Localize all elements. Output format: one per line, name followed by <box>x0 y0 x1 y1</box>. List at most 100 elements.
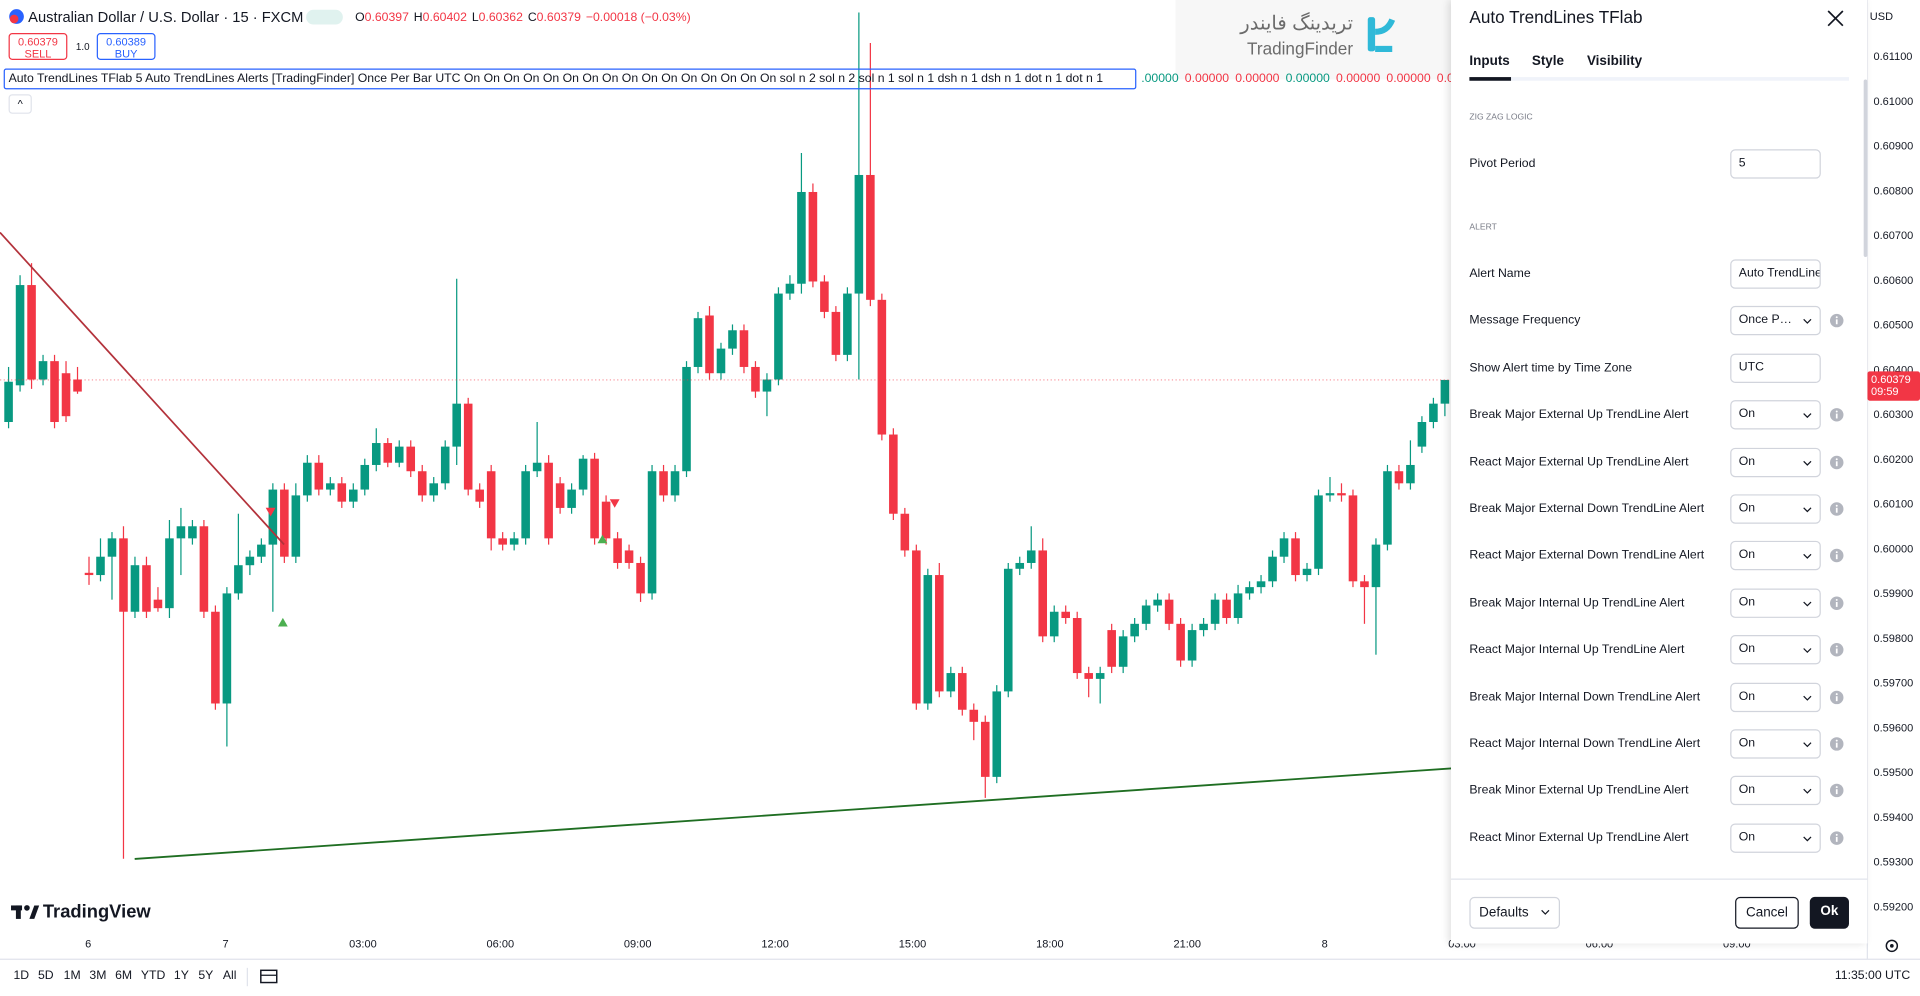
candle-body <box>946 673 956 692</box>
candle-body <box>1325 493 1335 496</box>
candle-body <box>555 483 565 508</box>
candle-body <box>1291 538 1300 576</box>
info-icon[interactable] <box>1829 314 1844 329</box>
candle-body <box>889 434 898 514</box>
candle-body <box>417 471 427 496</box>
candle-body <box>1210 599 1220 624</box>
watermark-band <box>1175 0 1452 80</box>
candle-body <box>1222 599 1231 619</box>
ohlc-value: 0.60402 <box>422 11 467 25</box>
candle-body <box>303 462 312 496</box>
candle-body <box>831 311 841 355</box>
dropdown[interactable]: On <box>1730 400 1821 430</box>
ok-button[interactable]: Ok <box>1809 896 1849 929</box>
input-value: On <box>1738 548 1756 563</box>
ohlc-key: C <box>527 11 537 25</box>
info-icon[interactable] <box>1829 643 1844 658</box>
candle-body <box>61 373 71 417</box>
info-icon[interactable] <box>1829 502 1844 517</box>
input-label: Break Major Internal Up TrendLine Alert <box>1469 596 1685 610</box>
x-tick-label: 8 <box>1322 939 1328 951</box>
input-value: On <box>1738 454 1756 469</box>
range-button[interactable]: 6M <box>115 969 133 983</box>
candle-body <box>1176 623 1185 661</box>
indicator-legend[interactable]: Auto TrendLines TFlab 5 Auto TrendLines … <box>3 68 1137 90</box>
collapse-button[interactable]: ^ <box>8 94 32 114</box>
tab[interactable]: Visibility <box>1586 53 1643 69</box>
y-tick-label: 0.61100 <box>1873 51 1912 63</box>
tab[interactable]: Inputs <box>1469 53 1510 69</box>
input-label: Pivot Period <box>1469 157 1536 171</box>
range-button[interactable]: YTD <box>140 969 166 983</box>
y-tick-label: 0.59800 <box>1873 633 1913 645</box>
chevron <box>1803 742 1812 748</box>
info-icon[interactable] <box>1829 455 1844 470</box>
info-icon[interactable] <box>1829 690 1844 705</box>
candle-body <box>900 513 910 551</box>
price-label: 0.60379 <box>1871 374 1911 386</box>
trend-line-up <box>134 767 1452 860</box>
sell-button[interactable]: 0.60379 SELL <box>8 33 68 60</box>
ohlc: O0.60397 H0.60402 L0.60362 C0.60379 −0.00018… <box>355 11 691 24</box>
info-icon[interactable] <box>1829 408 1844 423</box>
range-button[interactable]: 5D <box>37 969 54 983</box>
candle-body <box>1038 550 1048 637</box>
input-value: On <box>1738 407 1756 422</box>
candle-body <box>785 283 795 294</box>
y-tick-label: 0.60700 <box>1873 230 1913 242</box>
defaults-button[interactable]: Defaults <box>1469 896 1561 929</box>
candle-body <box>486 471 496 539</box>
close-button[interactable] <box>1827 10 1844 27</box>
info-icon[interactable] <box>1829 784 1844 799</box>
dropdown[interactable]: On <box>1730 823 1821 853</box>
candle-body <box>130 565 140 612</box>
dropdown[interactable]: On <box>1730 447 1821 477</box>
candle-body <box>670 471 680 496</box>
dropdown[interactable]: Once Per Bar <box>1730 306 1821 336</box>
candle-body <box>647 471 657 594</box>
y-tick-label: 0.59700 <box>1873 678 1913 690</box>
range-button[interactable]: 5Y <box>198 969 214 983</box>
text-input[interactable]: 5 <box>1730 149 1821 179</box>
candle-body <box>912 550 921 704</box>
range-button[interactable]: 1D <box>13 969 30 983</box>
candle-body <box>1256 581 1266 588</box>
dropdown[interactable]: On <box>1730 588 1821 618</box>
candle-body <box>27 285 36 380</box>
candle-body <box>50 361 59 423</box>
buy-button[interactable]: 0.60389 BUY <box>96 33 156 60</box>
candle-body <box>1130 623 1139 637</box>
date-range-icon[interactable] <box>260 969 278 984</box>
info-icon[interactable] <box>1829 596 1844 611</box>
range-button[interactable]: 1Y <box>173 969 189 983</box>
range-button[interactable]: All <box>222 969 237 983</box>
dropdown[interactable]: On <box>1730 494 1821 524</box>
signal-down <box>609 499 620 508</box>
dropdown[interactable]: On <box>1730 776 1821 806</box>
dropdown[interactable]: On <box>1730 541 1821 571</box>
y-tick-label: 0.60900 <box>1873 141 1913 153</box>
x-tick-label: 09:00 <box>1723 939 1751 951</box>
input-value: UTC <box>1738 360 1764 375</box>
input-label: Break Major External Up TrendLine Alert <box>1469 408 1689 422</box>
dropdown[interactable]: On <box>1730 635 1821 665</box>
candle-body <box>429 483 439 496</box>
text-input[interactable]: UTC <box>1730 353 1821 383</box>
chevron <box>1541 909 1550 915</box>
section-heading: ALERT <box>1469 223 1497 232</box>
range-button[interactable]: 3M <box>89 969 107 983</box>
info-icon[interactable] <box>1829 831 1844 846</box>
range-button[interactable]: 1M <box>63 969 81 983</box>
info-icon[interactable] <box>1829 549 1844 564</box>
text-input[interactable]: Auto TrendLines <box>1730 259 1821 289</box>
signal-up <box>597 534 608 544</box>
dropdown[interactable]: On <box>1730 729 1821 759</box>
dropdown[interactable]: On <box>1730 682 1821 712</box>
price-label-box <box>1867 371 1920 401</box>
input-value: On <box>1738 595 1756 610</box>
settings-icon[interactable] <box>1885 939 1899 953</box>
info-icon[interactable] <box>1829 737 1844 752</box>
candle-body <box>165 538 174 609</box>
cancel-button[interactable]: Cancel <box>1735 896 1799 929</box>
tab[interactable]: Style <box>1531 53 1565 69</box>
